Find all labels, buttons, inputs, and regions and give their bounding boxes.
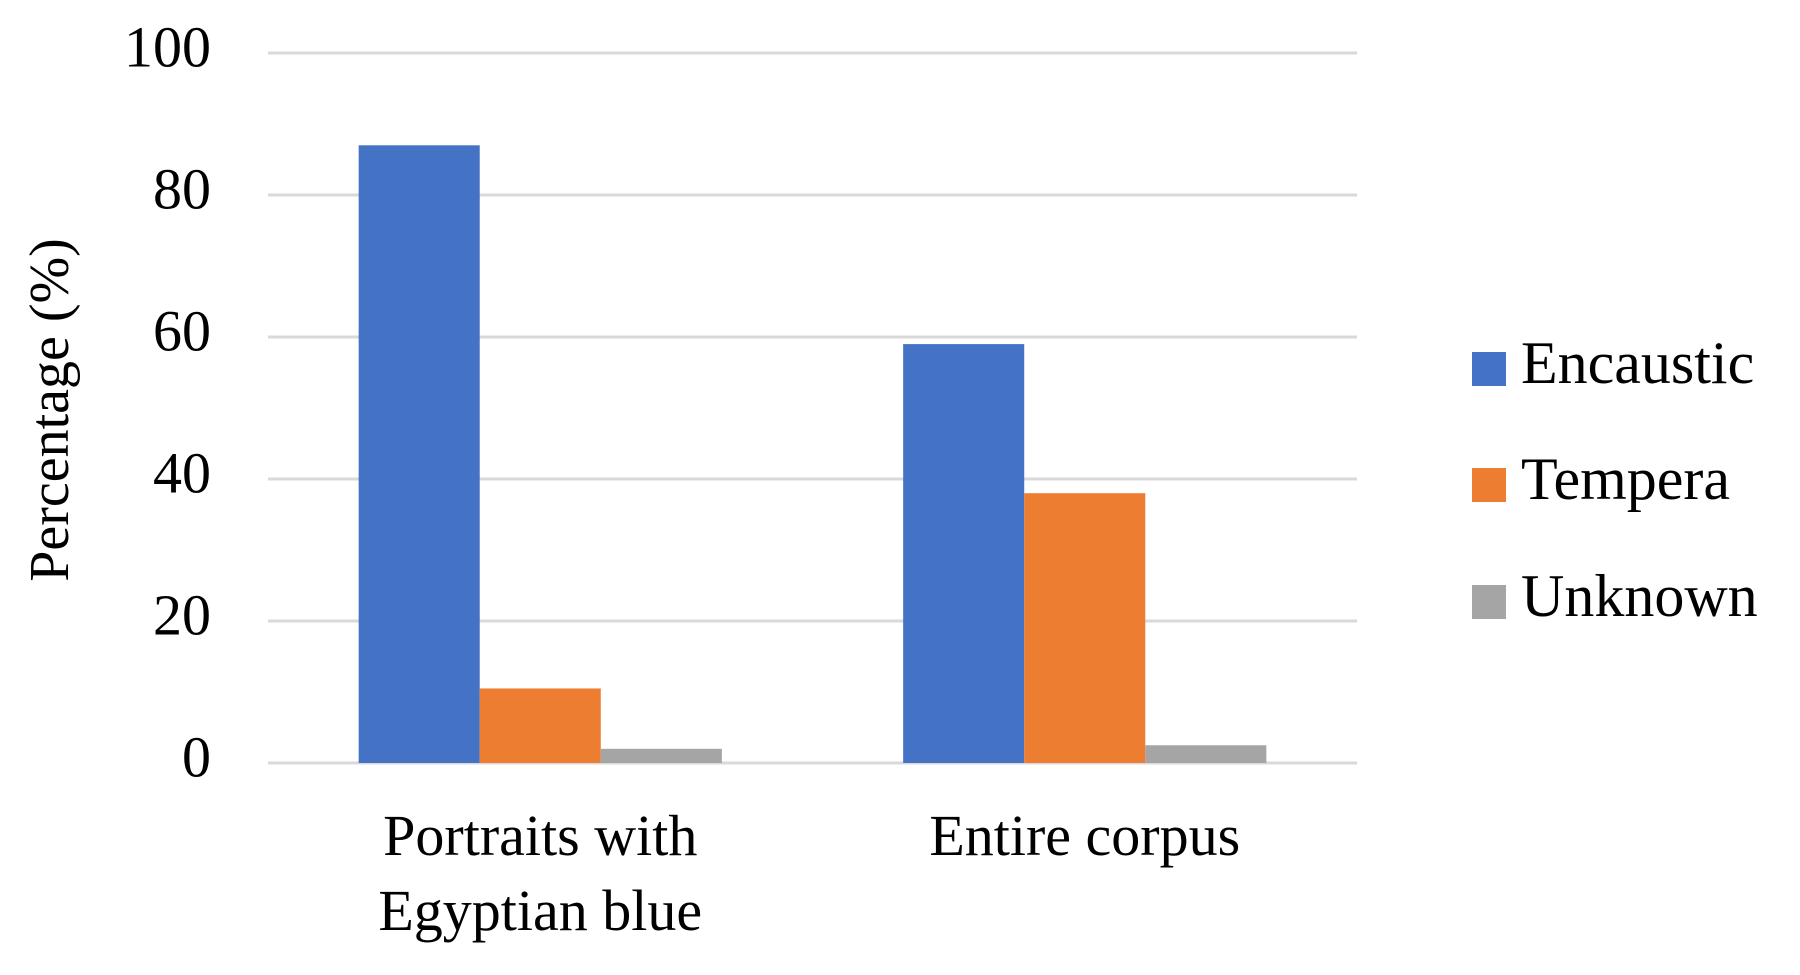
legend-swatch <box>1472 468 1506 502</box>
bar <box>479 688 601 763</box>
y-tick-label: 60 <box>153 298 211 363</box>
y-tick-label: 80 <box>153 156 211 221</box>
x-tick-label: Portraits with Egyptian blue <box>378 803 702 943</box>
legend-swatch <box>1472 352 1506 386</box>
bar <box>903 344 1025 763</box>
y-tick-label: 0 <box>182 724 211 789</box>
bar <box>1024 493 1146 763</box>
y-tick-label: 20 <box>153 582 211 647</box>
bar <box>1145 745 1267 763</box>
legend-label: Encaustic <box>1521 330 1754 396</box>
y-axis-label: Percentage (%) <box>19 238 81 582</box>
legend-swatch <box>1472 585 1506 619</box>
bar <box>358 145 480 764</box>
legend-label: Tempera <box>1521 446 1730 512</box>
bar <box>600 748 722 763</box>
y-tick-label: 40 <box>153 440 211 505</box>
x-tick-label: Entire corpus <box>929 803 1240 868</box>
legend-label: Unknown <box>1521 563 1758 629</box>
y-tick-label: 100 <box>124 14 211 79</box>
